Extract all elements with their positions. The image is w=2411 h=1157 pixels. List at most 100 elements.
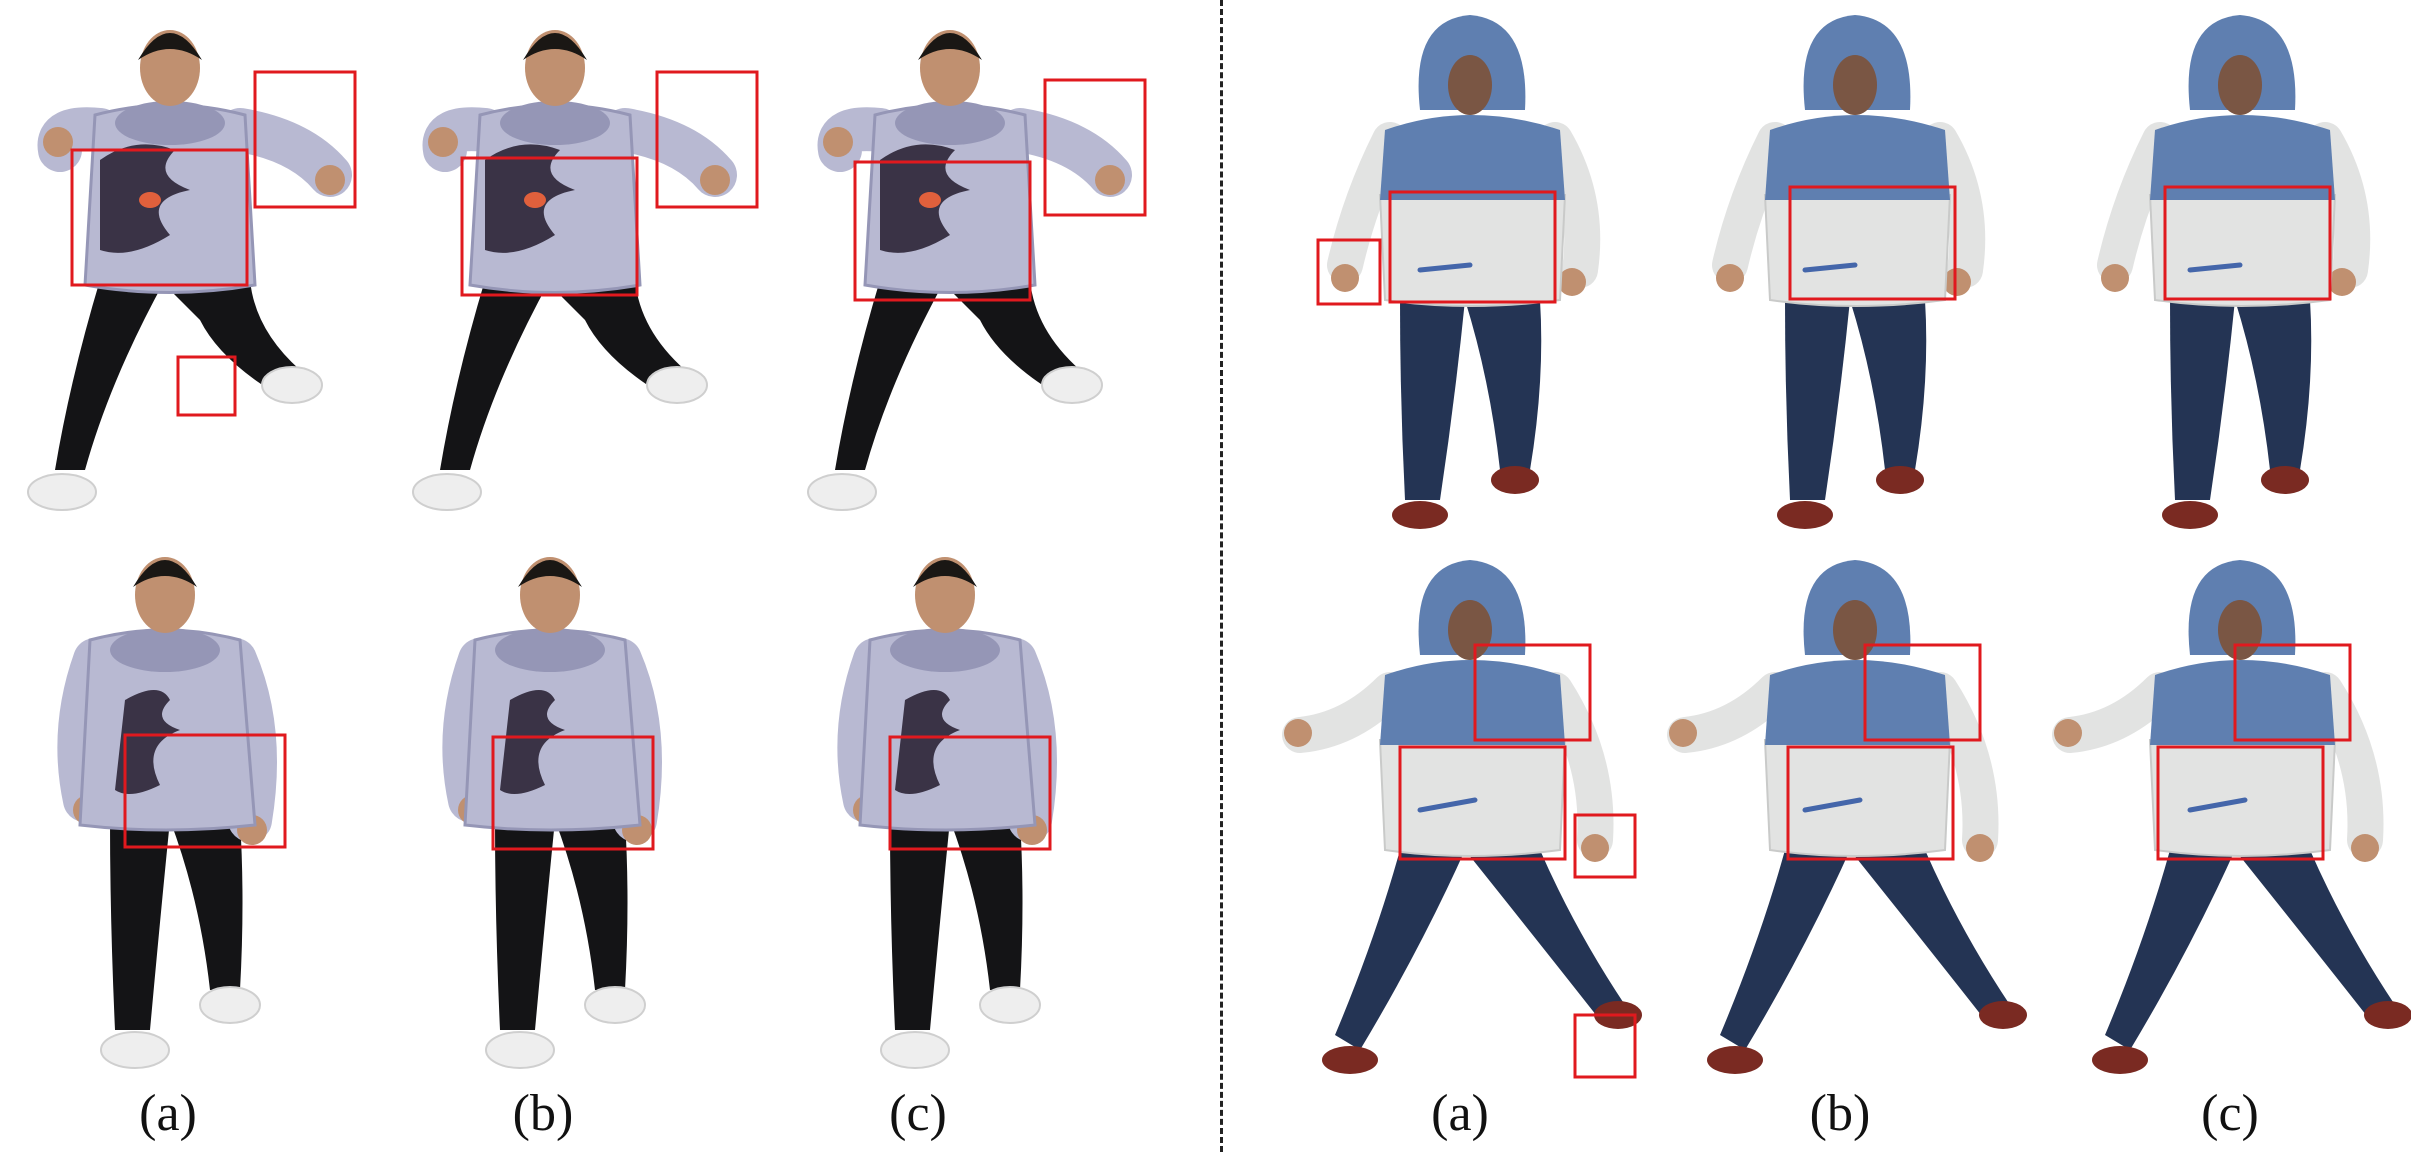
hoodie-graphic bbox=[115, 690, 180, 794]
highlight-box bbox=[1398, 745, 1567, 861]
right-arm bbox=[1922, 122, 1986, 288]
sweater-torso bbox=[2148, 194, 2337, 307]
blue-hood-top bbox=[2150, 115, 2335, 200]
left-sneaker bbox=[485, 1031, 555, 1069]
highlight-box bbox=[491, 735, 655, 851]
left-leg bbox=[110, 820, 170, 1030]
left-shoe bbox=[1392, 501, 1448, 529]
left-leg bbox=[2170, 300, 2235, 500]
hood-collar bbox=[110, 628, 220, 672]
right-fist bbox=[700, 165, 730, 195]
right-shoe bbox=[1491, 466, 1539, 494]
left-shoe bbox=[1707, 1046, 1763, 1074]
right-arm bbox=[1537, 672, 1614, 858]
hood-collar bbox=[500, 101, 610, 145]
blue-hood-top bbox=[1380, 660, 1565, 745]
left-fist bbox=[1331, 264, 1359, 292]
right-leg bbox=[545, 280, 685, 395]
right-fist bbox=[1943, 268, 1971, 296]
left-sneaker bbox=[27, 473, 97, 511]
left-leg bbox=[1785, 300, 1850, 500]
highlight-box bbox=[1863, 643, 1982, 742]
hood-collar bbox=[495, 628, 605, 672]
sweater-stripe bbox=[2187, 262, 2243, 273]
hair bbox=[918, 33, 982, 60]
right-leg bbox=[555, 820, 628, 990]
right-leg bbox=[950, 820, 1023, 990]
face bbox=[1833, 55, 1877, 115]
hood-collar bbox=[890, 628, 1000, 672]
right-fist bbox=[2328, 268, 2356, 296]
graphic-eye bbox=[919, 192, 941, 208]
caption-right-b: (b) bbox=[1809, 1085, 1871, 1142]
highlight-box bbox=[253, 70, 357, 209]
highlight-box bbox=[655, 70, 759, 209]
right-sneaker bbox=[584, 986, 646, 1024]
right-leg bbox=[2235, 300, 2312, 470]
left-shoe bbox=[2162, 501, 2218, 529]
left-arm bbox=[2052, 672, 2178, 753]
left-leg bbox=[890, 820, 950, 1030]
hoodie-graphic bbox=[500, 690, 565, 794]
hood-collar bbox=[895, 101, 1005, 145]
highlight-box bbox=[70, 148, 249, 287]
right-sneaker bbox=[646, 366, 708, 404]
right-arm bbox=[2307, 672, 2384, 858]
left-fist bbox=[2054, 719, 2082, 747]
right-sneaker bbox=[979, 986, 1041, 1024]
right-leg bbox=[1850, 850, 2010, 1020]
right-fist bbox=[315, 165, 345, 195]
right-shoe bbox=[1876, 466, 1924, 494]
highlight-box bbox=[2163, 185, 2332, 301]
highlight-box bbox=[853, 160, 1032, 302]
person-gray-bottom-c bbox=[837, 557, 1057, 1069]
highlight-box bbox=[1573, 1013, 1637, 1079]
caption-right-a: (a) bbox=[1431, 1085, 1489, 1142]
left-sneaker bbox=[412, 473, 482, 511]
caption-left-c: (c) bbox=[889, 1085, 947, 1142]
blue-hood-top bbox=[1380, 115, 1565, 200]
hoodie-graphic bbox=[895, 690, 960, 794]
right-arm bbox=[1537, 122, 1601, 288]
graphic-eye bbox=[524, 192, 546, 208]
caption-left-b: (b) bbox=[512, 1085, 574, 1142]
right-leg bbox=[2235, 850, 2395, 1020]
right-leg bbox=[1850, 300, 1927, 470]
left-fist bbox=[428, 127, 458, 157]
caption-right-c: (c) bbox=[2201, 1085, 2259, 1142]
right-shoe bbox=[2364, 1001, 2411, 1029]
sweater-stripe bbox=[1802, 262, 1858, 273]
hair bbox=[133, 560, 197, 587]
sweater-stripe bbox=[2187, 797, 2248, 813]
right-sneaker bbox=[261, 366, 323, 404]
person-blue-bottom-b bbox=[1667, 560, 2027, 1074]
hood-collar bbox=[115, 101, 225, 145]
highlight-box bbox=[1043, 78, 1147, 217]
left-shoe bbox=[2092, 1046, 2148, 1074]
highlight-box bbox=[1788, 185, 1957, 301]
left-shoe bbox=[1777, 501, 1833, 529]
right-arm bbox=[2307, 122, 2371, 288]
highlight-box bbox=[123, 733, 287, 849]
left-arm bbox=[1282, 672, 1408, 753]
right-shoe bbox=[2261, 466, 2309, 494]
highlight-box bbox=[1786, 745, 1955, 861]
hair bbox=[523, 33, 587, 60]
right-leg bbox=[940, 280, 1080, 395]
left-shoe bbox=[1322, 1046, 1378, 1074]
caption-left-a: (a) bbox=[139, 1085, 197, 1142]
group-gray-hoodie bbox=[27, 30, 1132, 1069]
face bbox=[1448, 600, 1492, 660]
highlight-box bbox=[460, 156, 639, 297]
left-leg bbox=[835, 280, 945, 470]
hair bbox=[138, 33, 202, 60]
highlight-box bbox=[1573, 813, 1637, 879]
right-leg bbox=[1465, 300, 1542, 470]
person-blue-bottom-a bbox=[1282, 560, 1642, 1074]
left-arm bbox=[1667, 672, 1793, 753]
highlight-box bbox=[1473, 643, 1592, 742]
right-sneaker bbox=[199, 986, 261, 1024]
left-leg bbox=[440, 280, 550, 470]
person-gray-top-c bbox=[807, 30, 1132, 511]
